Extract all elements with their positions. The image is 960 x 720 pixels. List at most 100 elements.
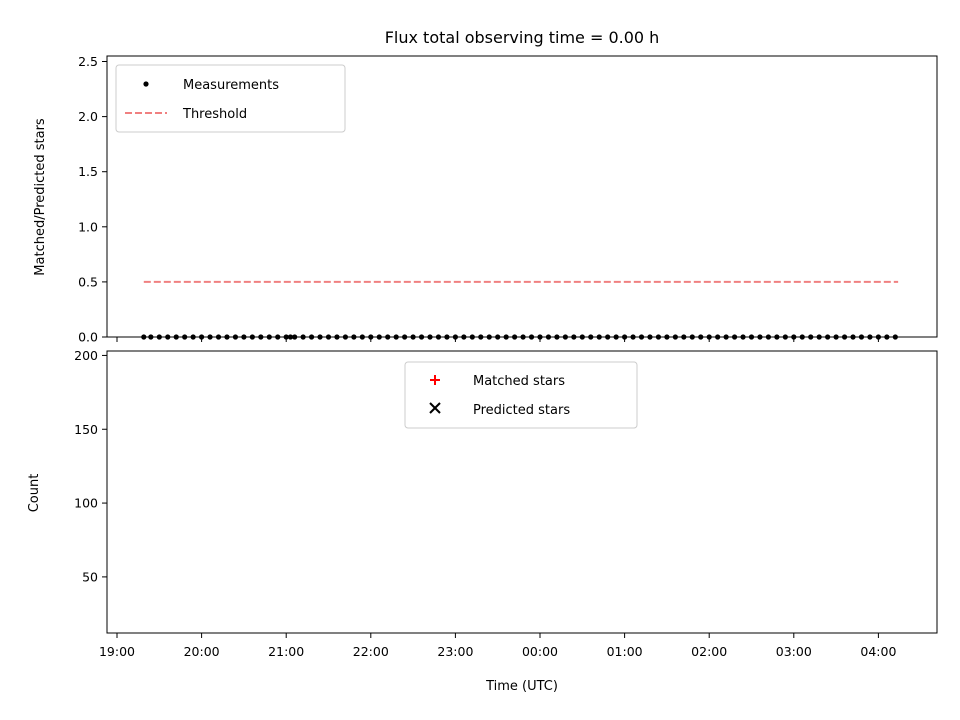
measurement-point xyxy=(402,334,408,340)
measurement-point xyxy=(638,334,645,340)
measurement-point xyxy=(579,334,585,340)
measurement-point xyxy=(731,334,738,340)
measurement-point xyxy=(715,334,721,340)
measurement-point xyxy=(148,334,154,340)
x-tick-label: 04:00 xyxy=(860,644,896,659)
measurement-point xyxy=(469,334,475,340)
measurement-point xyxy=(774,334,780,340)
measurement-point xyxy=(630,334,636,340)
measurement-point xyxy=(418,334,425,340)
legend-matched-label: Matched stars xyxy=(473,374,565,389)
top-legend-box xyxy=(115,64,346,133)
measurement-point xyxy=(520,334,526,340)
measurement-point xyxy=(486,334,492,340)
measurement-point xyxy=(884,334,890,340)
measurement-point xyxy=(461,334,467,340)
top-y-tick-label: 2.0 xyxy=(78,109,98,124)
measurement-point xyxy=(410,334,416,340)
top-y-tick-label: 1.5 xyxy=(78,164,98,179)
measurement-point xyxy=(867,334,873,340)
measurement-point xyxy=(342,334,349,340)
measurement-point xyxy=(698,334,704,340)
x-tick-label: 02:00 xyxy=(691,644,727,659)
measurement-point xyxy=(266,334,272,340)
legend-matched-marker xyxy=(430,375,440,385)
measurement-point xyxy=(545,334,552,340)
measurement-point xyxy=(808,334,814,340)
measurement-point xyxy=(596,334,602,340)
measurement-point xyxy=(841,334,848,340)
chart-title: Flux total observing time = 0.00 h xyxy=(385,28,660,47)
measurement-point xyxy=(478,334,484,340)
measurement-point xyxy=(376,334,382,340)
measurement-point xyxy=(207,334,213,340)
bottom-y-tick-label: 100 xyxy=(74,496,98,511)
measurement-point xyxy=(393,334,399,340)
top-y-axis-label: Matched/Predicted stars xyxy=(33,118,48,276)
measurement-point xyxy=(300,334,306,340)
measurement-point xyxy=(655,334,662,340)
measurement-point xyxy=(757,334,763,340)
legend-measurements-marker xyxy=(143,81,149,87)
measurement-point xyxy=(427,334,433,340)
measurement-point xyxy=(681,334,687,340)
measurement-point xyxy=(224,334,230,340)
measurement-point xyxy=(385,334,391,340)
measurement-point xyxy=(892,334,898,340)
measurement-point xyxy=(317,334,323,340)
bottom-y-axis-label: Count xyxy=(27,474,42,513)
top-y-tick-label: 0.5 xyxy=(78,274,98,289)
bottom-y-tick-label: 200 xyxy=(74,348,98,363)
measurement-point xyxy=(554,334,560,340)
measurement-point xyxy=(782,334,788,340)
measurement-point xyxy=(334,334,340,340)
bottom-y-tick-label: 50 xyxy=(82,569,98,584)
measurement-point xyxy=(825,334,831,340)
measurement-point xyxy=(435,334,442,340)
measurement-point xyxy=(748,334,755,340)
measurement-point xyxy=(562,334,568,340)
measurement-point xyxy=(241,334,247,340)
top-legend: Measurements Threshold xyxy=(115,64,346,133)
x-tick-label: 22:00 xyxy=(353,644,389,659)
measurement-point xyxy=(672,334,678,340)
x-tick-label: 01:00 xyxy=(607,644,643,659)
measurement-point xyxy=(165,334,171,340)
x-tick-label: 20:00 xyxy=(184,644,220,659)
measurement-point xyxy=(156,334,162,340)
measurement-point xyxy=(325,334,332,340)
x-tick-label: 21:00 xyxy=(268,644,304,659)
measurement-point xyxy=(689,334,695,340)
top-y-tick-label: 0.0 xyxy=(78,330,98,345)
measurement-point xyxy=(850,334,856,340)
measurement-point xyxy=(799,334,805,340)
measurement-point xyxy=(858,334,865,340)
measurement-point xyxy=(765,334,772,340)
measurement-point xyxy=(287,334,294,340)
x-tick-label: 19:00 xyxy=(99,644,135,659)
measurement-point xyxy=(588,334,594,340)
measurement-point xyxy=(503,334,509,340)
measurement-point xyxy=(190,334,196,340)
measurement-point xyxy=(605,334,611,340)
measurement-point xyxy=(141,334,147,340)
bottom-legend: Matched stars Predicted stars xyxy=(404,361,638,429)
measurement-point xyxy=(512,334,518,340)
measurement-point xyxy=(215,334,222,340)
top-y-tick-label: 1.0 xyxy=(78,219,98,234)
measurement-point xyxy=(664,334,670,340)
measurement-point xyxy=(723,334,729,340)
measurement-point xyxy=(495,334,501,340)
legend-measurements-label: Measurements xyxy=(183,78,279,93)
measurement-point xyxy=(740,334,746,340)
legend-predicted-marker xyxy=(429,402,441,414)
measurement-point xyxy=(249,334,255,340)
measurement-point xyxy=(647,334,653,340)
x-axis-label: Time (UTC) xyxy=(485,679,558,694)
top-y-tick-label: 2.5 xyxy=(78,54,98,69)
measurement-point xyxy=(444,334,450,340)
legend-predicted-label: Predicted stars xyxy=(473,403,570,418)
measurement-point xyxy=(528,334,535,340)
measurement-point xyxy=(833,334,839,340)
